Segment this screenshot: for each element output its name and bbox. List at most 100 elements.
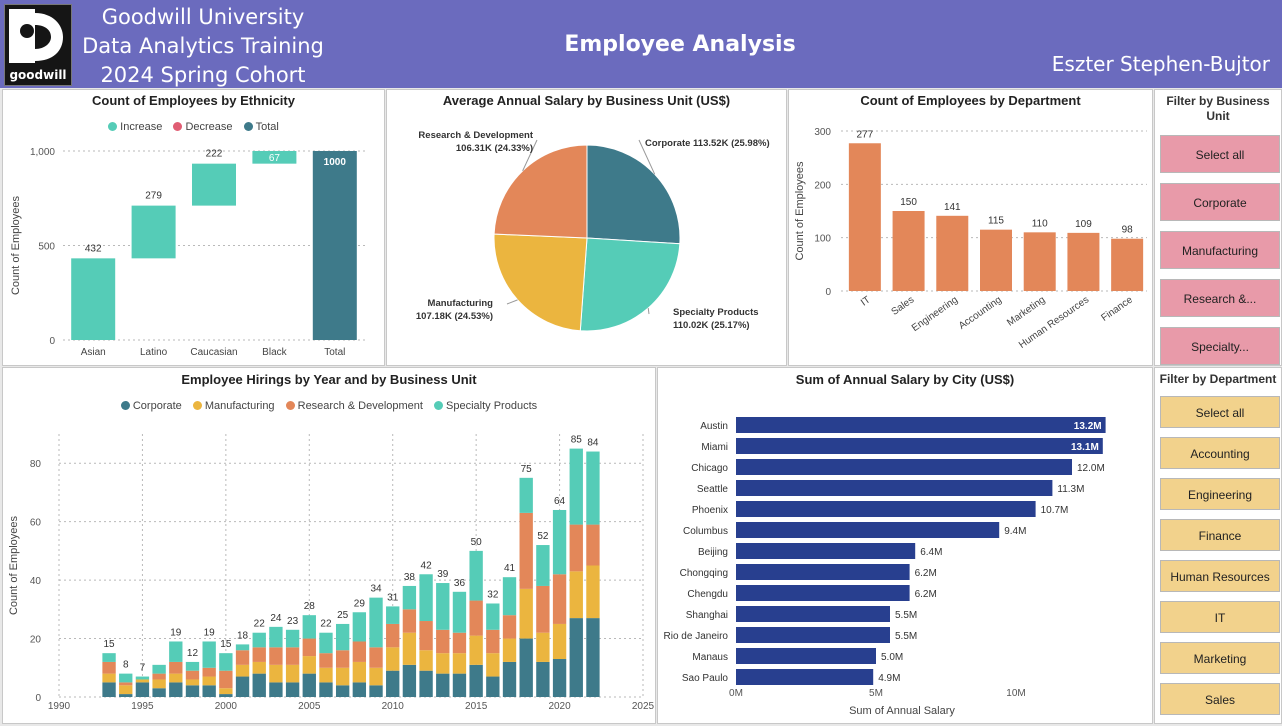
x-axis-label: Sum of Annual Salary (849, 705, 955, 717)
x-tick-label: Engineering (910, 294, 960, 334)
total-label: 12 (187, 648, 199, 659)
logo-wordmark: goodwill (9, 68, 67, 82)
stacked-bar-segment (386, 623, 400, 648)
stacked-bar-segment (486, 676, 500, 697)
department-filter-title: Filter by Department (1159, 372, 1277, 386)
leader-line (638, 139, 656, 175)
city-salary-title: Sum of Annual Salary by City (US$) (795, 372, 1015, 387)
city-label: Miami (701, 442, 728, 453)
stacked-bar-segment (269, 626, 283, 648)
stacked-bar-segment (469, 664, 483, 697)
ethnicity-chart-panel: Count of Employees by Ethnicity Increase… (2, 89, 385, 366)
data-label: 4.9M (878, 673, 900, 684)
filter-bu-research[interactable]: Research &... (1160, 279, 1280, 317)
filter-dept-marketing[interactable]: Marketing (1160, 642, 1280, 674)
stacked-bar-segment (352, 641, 367, 662)
stacked-bar-segment (486, 653, 500, 677)
stacked-bar-segment (502, 661, 517, 697)
stacked-bar-segment (169, 673, 183, 683)
stacked-bar-segment (119, 685, 133, 695)
legend-item-decrease[interactable]: Decrease (173, 121, 233, 133)
stacked-bar-segment (436, 653, 450, 674)
total-label: 8 (123, 660, 129, 671)
legend-item-manufacturing[interactable]: Manufacturing (192, 400, 275, 412)
filter-dept-finance[interactable]: Finance (1160, 519, 1280, 551)
x-tick-label: 0M (729, 688, 743, 699)
legend-item-specialty[interactable]: Specialty Products (434, 400, 537, 412)
filter-dept-select-all[interactable]: Select all (1160, 396, 1280, 428)
y-tick-label: 1,000 (30, 147, 55, 158)
total-label: 23 (287, 616, 299, 627)
stacked-bar-segment (119, 694, 133, 697)
total-label: 32 (487, 589, 499, 600)
filter-dept-human-resources[interactable]: Human Resources (1160, 560, 1280, 592)
city-bar (736, 627, 890, 643)
stacked-bar-segment (369, 597, 383, 648)
filter-bu-manufacturing[interactable]: Manufacturing (1160, 231, 1280, 269)
stacked-bar-segment (119, 673, 133, 683)
stacked-bar-segment (536, 545, 550, 586)
total-label: 42 (421, 560, 433, 571)
filter-dept-sales[interactable]: Sales (1160, 683, 1280, 715)
legend-item-research[interactable]: Research & Development (285, 400, 423, 412)
y-axis-label: Count of Employees (8, 515, 20, 615)
data-label: 115 (988, 216, 1004, 227)
stacked-bar-segment (185, 670, 200, 680)
filter-bu-select-all[interactable]: Select all (1160, 135, 1280, 173)
total-label: 22 (254, 619, 266, 630)
y-tick-label: 500 (38, 242, 55, 253)
city-bar (736, 417, 1106, 433)
leader-line (647, 307, 650, 315)
filter-dept-it[interactable]: IT (1160, 601, 1280, 633)
waterfall-bar (312, 151, 357, 340)
stacked-bar-segment (586, 565, 600, 619)
stacked-bar-segment (285, 647, 300, 665)
legend-label: Decrease (185, 121, 233, 133)
stacked-bar-segment (202, 676, 216, 686)
stacked-bar-segment (102, 673, 116, 683)
stacked-bar-segment (185, 661, 200, 671)
stacked-bar-segment (235, 676, 250, 697)
city-label: Phoenix (692, 505, 728, 516)
city-salary-bar-chart: 0M 5M 10M Sum of Annual Salary Austin 13.2M Mi… (664, 417, 1106, 717)
stacked-bar-segment (352, 661, 367, 683)
legend-item-corporate[interactable]: Corporate (120, 400, 182, 412)
filter-bu-specialty[interactable]: Specialty... (1160, 327, 1280, 365)
data-label: 150 (900, 197, 917, 208)
specialty-swatch-icon (434, 401, 444, 410)
y-tick-label: 0 (35, 693, 41, 704)
stacked-bar-segment (552, 509, 567, 575)
total-label: 52 (537, 531, 549, 542)
manufacturing-swatch-icon (192, 401, 202, 410)
stacked-bar-segment (469, 635, 483, 665)
stacked-bar-segment (569, 448, 583, 525)
data-label: 13.1M (1071, 442, 1099, 453)
legend-item-total[interactable]: Total (243, 121, 279, 133)
salary-pie-chart: Corporate 113.52K (25.98%) Specialty Prod… (416, 130, 770, 332)
stacked-bar-segment (252, 647, 266, 662)
y-tick-label: 0 (825, 287, 831, 298)
department-bar (1067, 232, 1100, 291)
city-label: Seattle (697, 484, 729, 495)
x-tick-label: 2000 (215, 701, 238, 712)
data-label: 432 (85, 243, 102, 254)
filter-bu-corporate[interactable]: Corporate (1160, 183, 1280, 221)
total-label: 64 (554, 496, 566, 507)
stacked-bar-segment (252, 632, 266, 648)
leader-line (506, 299, 518, 305)
total-label: 84 (587, 438, 599, 449)
slice-label: 110.02K (25.17%) (673, 320, 750, 331)
legend-item-increase[interactable]: Increase (108, 121, 162, 133)
stacked-bar-segment (519, 638, 533, 697)
total-label: 24 (270, 613, 282, 624)
x-tick-label: 2015 (465, 701, 488, 712)
filter-dept-engineering[interactable]: Engineering (1160, 478, 1280, 510)
pie-slice (493, 233, 588, 332)
stacked-bar-segment (269, 682, 283, 697)
total-label: 34 (370, 584, 382, 595)
x-tick-label: 2005 (298, 701, 321, 712)
city-bar (736, 564, 910, 580)
x-tick-label: IT (859, 294, 873, 308)
filter-dept-accounting[interactable]: Accounting (1160, 437, 1280, 469)
dashboard-header: g goodwill Goodwill University Data Anal… (0, 0, 1282, 88)
